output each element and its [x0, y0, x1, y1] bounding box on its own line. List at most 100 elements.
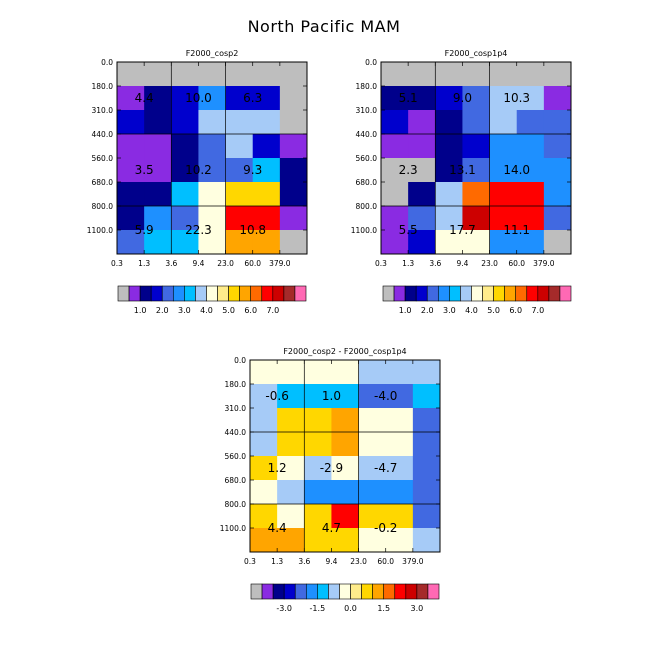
heatmap-cell [250, 360, 278, 385]
colorbar-label: 1.0 [399, 306, 412, 315]
heatmap-cell [358, 384, 387, 409]
y-tick-label: 680.0 [225, 476, 247, 485]
colorbar-label: 0.0 [344, 604, 357, 613]
heatmap-cell [225, 182, 254, 207]
heatmap-cell [277, 480, 305, 505]
heatmap-cell [516, 62, 545, 87]
colorbar: -3.0 -1.5 0.0 1.5 3.0 [250, 583, 440, 613]
x-tick-label: 3.6 [429, 259, 441, 268]
heatmap-cell [516, 86, 545, 111]
colorbar-swatch [150, 285, 163, 302]
heatmap-cell [171, 134, 199, 159]
heatmap-cell [543, 86, 572, 111]
heatmap-cell [385, 528, 414, 553]
heatmap-cell [225, 86, 254, 111]
colorbar-swatch [305, 583, 318, 600]
colorbar-swatch [515, 285, 528, 302]
y-tick-label: 680.0 [92, 178, 114, 187]
colorbar: 1.0 2.0 3.0 4.0 5.0 6.0 7.0 [117, 285, 307, 315]
y-tick-label: 680.0 [356, 178, 378, 187]
heatmap-cell [489, 158, 518, 183]
heatmap-cell [408, 206, 436, 231]
y-tick-label: 0.0 [365, 58, 377, 67]
heatmap-cell [252, 158, 281, 183]
heatmap-cell [277, 384, 305, 409]
heatmap-cell [358, 408, 387, 433]
heatmap-cell [225, 206, 254, 231]
heatmap-cell [435, 86, 463, 111]
heatmap-cell [250, 480, 278, 505]
y-tick-label: 800.0 [225, 500, 247, 509]
colorbar-swatch [460, 285, 472, 302]
heatmap-cell [462, 62, 490, 87]
colorbar-swatch [283, 583, 296, 600]
colorbar-swatch [195, 285, 207, 302]
heatmap-cell [516, 230, 545, 255]
heatmap-cell [489, 110, 518, 135]
colorbar-label: 7.0 [531, 306, 544, 315]
colorbar-swatch [317, 583, 329, 600]
heatmap-cell [331, 384, 359, 409]
heatmap-cell [385, 360, 414, 385]
colorbar-swatch [294, 583, 307, 600]
cell-value-label: -2.9 [320, 461, 343, 475]
y-tick-label: 1100.0 [351, 226, 377, 235]
cell-value-label: 4.4 [268, 521, 287, 535]
heatmap-cell [171, 86, 199, 111]
heatmap-cell [117, 206, 145, 231]
colorbar-swatch [250, 285, 263, 302]
heatmap-cell [489, 62, 518, 87]
heatmap-cell [412, 504, 441, 529]
y-tick-label: 560.0 [225, 452, 247, 461]
heatmap-cell [277, 456, 305, 481]
colorbar-swatch [537, 285, 550, 302]
heatmap-cell [381, 110, 409, 135]
heatmap-cell [198, 110, 226, 135]
heatmap-cell [462, 110, 490, 135]
colorbar-swatch [449, 285, 461, 302]
cell-value-label: 10.8 [239, 223, 266, 237]
colorbar-swatch [117, 285, 130, 302]
heatmap-cell [171, 110, 199, 135]
heatmap-cell [144, 134, 172, 159]
colorbar-label: 4.0 [200, 306, 213, 315]
x-tick-label: 0.3 [244, 557, 256, 566]
colorbar-label: 6.0 [244, 306, 257, 315]
heatmap-cell [381, 62, 409, 87]
heatmap-cell [225, 230, 254, 255]
colorbar-swatch [393, 285, 406, 302]
heatmap-cell [250, 528, 278, 553]
heatmap-cell [279, 206, 308, 231]
heatmap-cell [358, 360, 387, 385]
colorbar-swatch [350, 583, 362, 600]
heatmap-cell [462, 158, 490, 183]
heatmap-cell [117, 110, 145, 135]
colorbar-swatch [239, 285, 252, 302]
heatmap-cell [543, 206, 572, 231]
colorbar-swatch [559, 285, 572, 302]
colorbar-swatch [383, 583, 396, 600]
heatmap-cell [412, 528, 441, 553]
heatmap-cell [279, 110, 308, 135]
heatmap-cell [198, 86, 226, 111]
colorbar-swatch [404, 285, 417, 302]
heatmap-cell [304, 528, 332, 553]
colorbar-swatch [217, 285, 229, 302]
x-tick-label: 0.3 [111, 259, 123, 268]
heatmap-cell [279, 62, 308, 87]
colorbar-label: 3.0 [178, 306, 191, 315]
colorbar-swatch [482, 285, 494, 302]
colorbar-swatch [261, 285, 274, 302]
colorbar-swatch [328, 583, 340, 600]
heatmap-cell [543, 182, 572, 207]
x-tick-label: 379.0 [402, 557, 424, 566]
heatmap-cell [435, 62, 463, 87]
y-tick-label: 440.0 [92, 130, 114, 139]
heatmap-cell [198, 206, 226, 231]
cell-value-label: 11.1 [503, 223, 530, 237]
cell-value-label: 9.3 [243, 163, 262, 177]
cell-value-label: -0.6 [265, 389, 288, 403]
x-tick-label: 9.4 [325, 557, 337, 566]
heatmap-cell [385, 504, 414, 529]
heatmap-cell [279, 134, 308, 159]
